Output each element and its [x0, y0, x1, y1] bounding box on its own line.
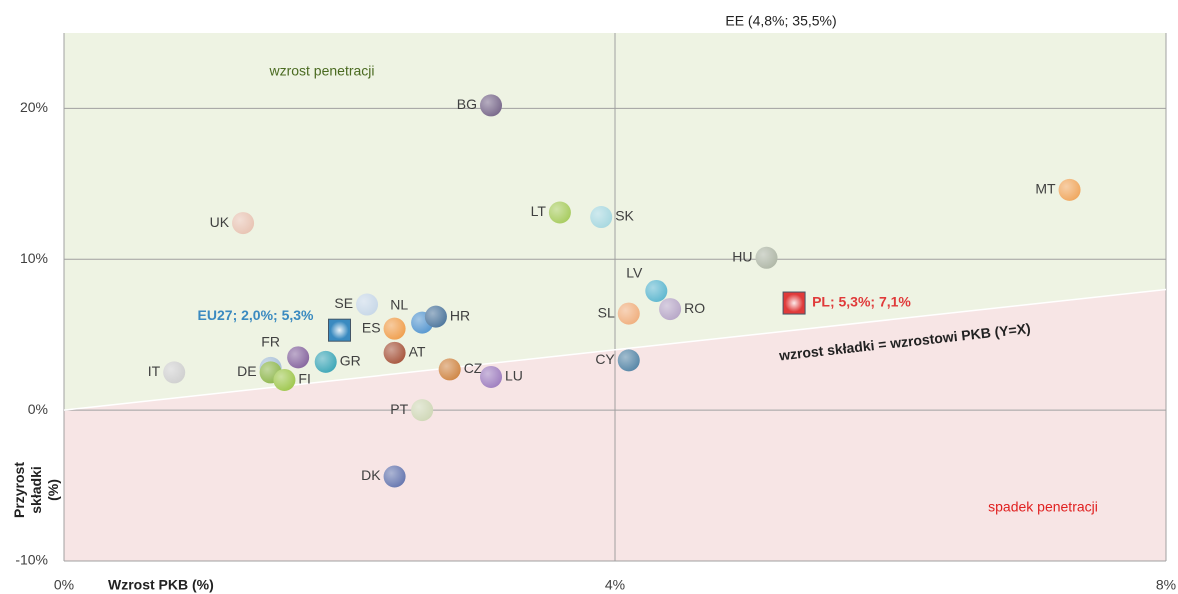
point-shine [314, 350, 337, 373]
point-label: IT [148, 363, 161, 379]
point-label: FI [298, 371, 310, 387]
highlight-glow [785, 294, 804, 313]
annotation: spadek penetracji [988, 499, 1098, 515]
point-shine [480, 365, 503, 388]
point-label: NL [390, 296, 408, 312]
point-shine [480, 94, 503, 117]
point-label: SE [334, 295, 353, 311]
point-shine [356, 293, 379, 316]
point-label: UK [210, 214, 230, 230]
point-label: SL [598, 304, 615, 320]
point-shine [438, 358, 461, 381]
highlight-label: PL; 5,3%; 7,1% [812, 294, 911, 310]
point-shine [232, 212, 255, 235]
point-shine [383, 341, 406, 364]
annotation: wzrost penetracji [268, 63, 374, 79]
x-tick-label: 8% [1156, 577, 1176, 593]
point-label: CZ [464, 360, 483, 376]
point-label: ES [362, 319, 381, 335]
diagonal-line [63, 288, 1167, 411]
y-tick-label: 0% [28, 401, 48, 417]
point-label: LU [505, 368, 523, 384]
y-tick-label: 10% [20, 250, 48, 266]
point-label: GR [340, 353, 361, 369]
point-label: BG [457, 96, 477, 112]
point-label: PT [390, 401, 408, 417]
point-label: FR [261, 334, 280, 350]
point-shine [1058, 178, 1081, 201]
highlight-glow [330, 321, 349, 340]
point-shine [287, 346, 310, 369]
point-shine [617, 349, 640, 372]
highlight-label: EU27; 2,0%; 5,3% [198, 307, 314, 323]
y-axis-label: Przyrostskładki(%) [11, 462, 61, 518]
point-shine [755, 246, 778, 269]
point-label: DK [361, 467, 381, 483]
point-shine [590, 206, 613, 229]
point-label: LV [626, 265, 643, 281]
x-tick-label: 4% [605, 577, 625, 593]
point-label: HR [450, 307, 470, 323]
y-tick-label: -10% [15, 552, 48, 568]
point-label: CY [595, 351, 615, 367]
point-label: DE [237, 363, 256, 379]
point-shine [383, 317, 406, 340]
point-shine [645, 279, 668, 302]
point-shine [163, 361, 186, 384]
point-label: RO [684, 300, 705, 316]
point-label: HU [732, 248, 752, 264]
point-shine [411, 399, 434, 422]
point-shine [659, 298, 682, 321]
x-tick-label: 0% [54, 577, 74, 593]
point-label: MT [1035, 181, 1056, 197]
point-label: AT [409, 344, 426, 360]
point-shine [548, 201, 571, 224]
x-axis-label: Wzrost PKB (%) [108, 577, 214, 593]
point-shine [383, 465, 406, 488]
point-label: LT [531, 203, 547, 219]
y-tick-label: 20% [20, 99, 48, 115]
point-shine [617, 302, 640, 325]
point-shine [273, 368, 296, 391]
point-shine [424, 305, 447, 328]
point-label: SK [615, 208, 634, 224]
annotation: EE (4,8%; 35,5%) [725, 13, 836, 29]
